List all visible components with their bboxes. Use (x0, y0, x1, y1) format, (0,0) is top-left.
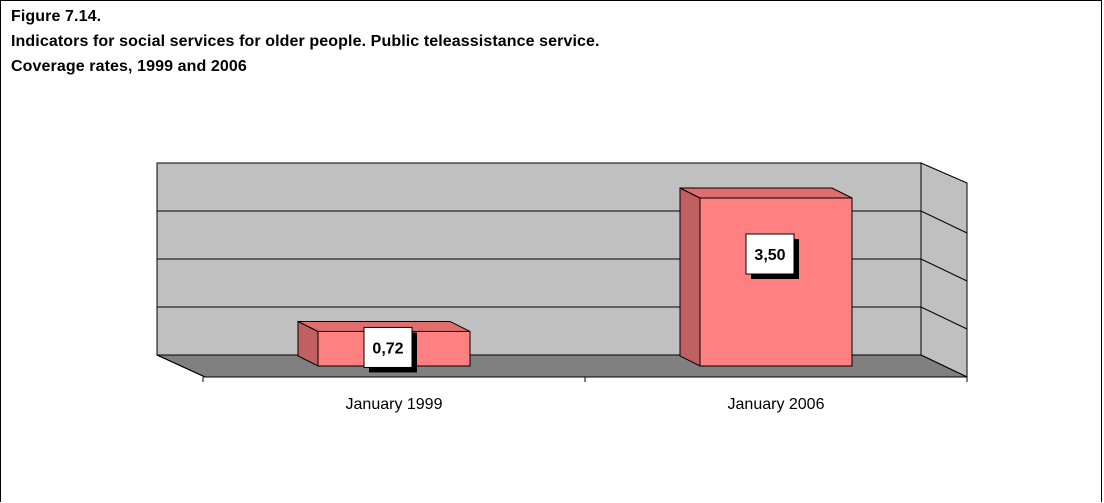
gridline-side (920, 306, 968, 330)
chart-floor-left-edge (156, 354, 206, 378)
data-label: 3,50 (745, 233, 799, 279)
gridline-side (920, 258, 968, 282)
category-label: January 2006 (728, 396, 825, 413)
gridline-side (920, 210, 968, 234)
bar-side (679, 187, 701, 367)
category-label: January 1999 (346, 396, 443, 413)
bar-2 (679, 187, 853, 367)
chart-subtitle: Coverage rates, 1999 and 2006 (11, 58, 247, 75)
figure-number: Figure 7.14. (11, 8, 102, 25)
data-label-text: 3,50 (754, 247, 785, 264)
bar-top (679, 187, 853, 199)
bar-front (699, 197, 853, 367)
chart-title: Indicators for social services for older… (11, 33, 600, 50)
data-label: 0,72 (363, 326, 417, 373)
data-label-box (363, 326, 413, 368)
data-label-text: 0,72 (372, 340, 403, 357)
data-label-box (745, 233, 795, 275)
